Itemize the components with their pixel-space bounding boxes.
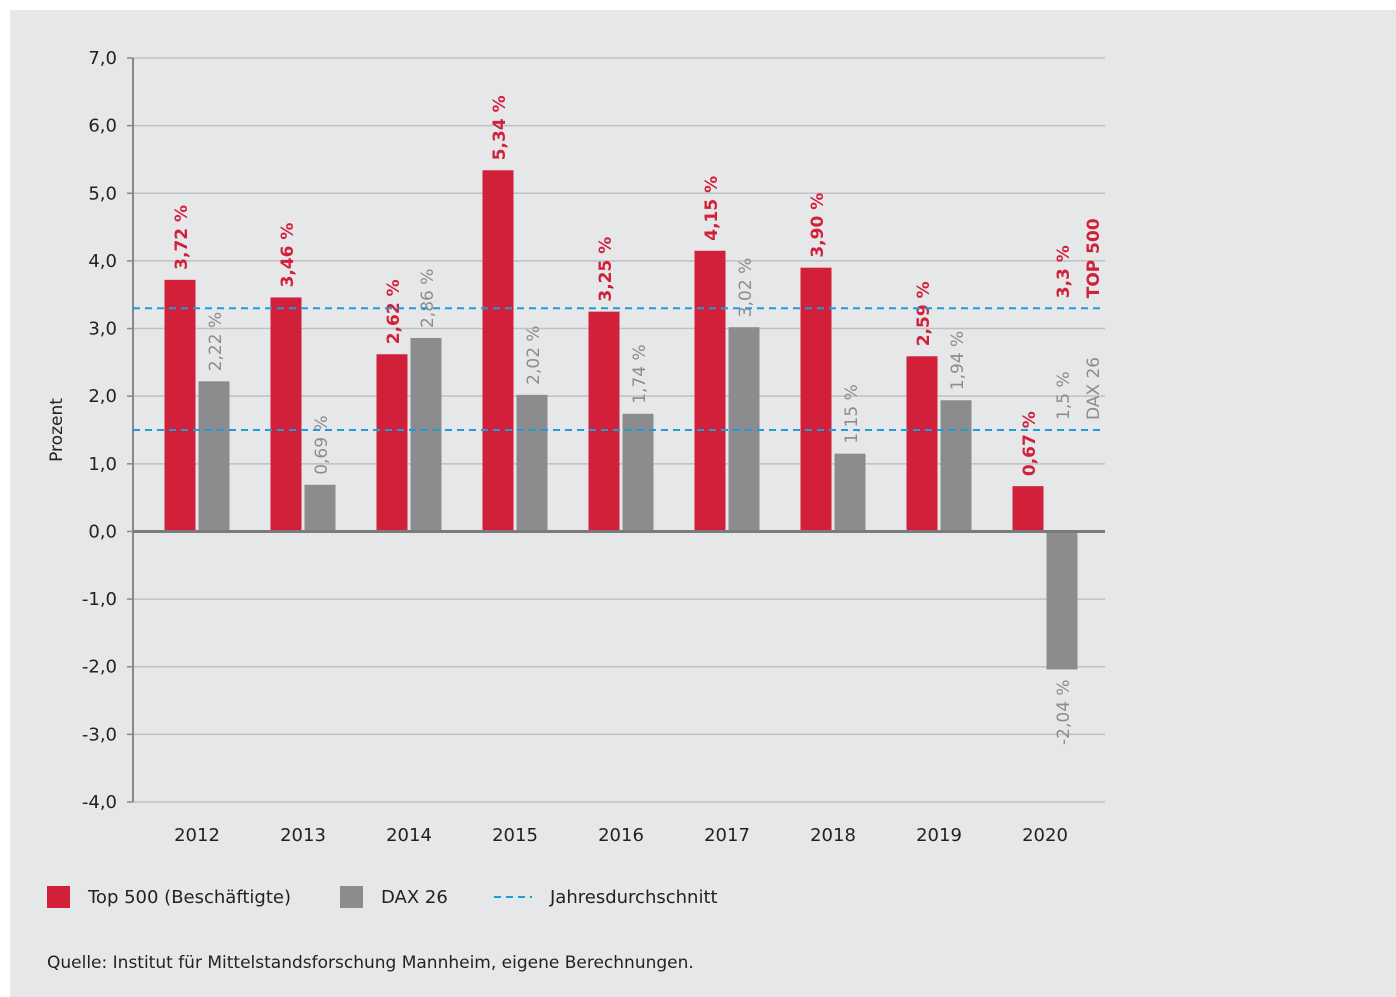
bar (800, 267, 832, 532)
data-label: 3,72 % (172, 205, 192, 270)
data-label: 3,02 % (736, 258, 756, 317)
y-tick-label: 7,0 (88, 48, 117, 69)
bar (906, 356, 938, 532)
bar (588, 311, 620, 532)
data-label: 1,94 % (948, 331, 968, 390)
y-tick-label: 4,0 (88, 251, 117, 272)
bar (164, 279, 196, 532)
x-tick-label: 2015 (492, 825, 538, 846)
x-tick-label: 2013 (280, 825, 326, 846)
bar (622, 413, 654, 532)
y-tick-label: -1,0 (82, 589, 117, 610)
source: Quelle: Institut für Mittelstandsforschu… (47, 953, 694, 973)
reference-label: 3,3 % (1054, 245, 1074, 298)
legend-label: Top 500 (Beschäftigte) (87, 887, 291, 908)
y-tick-label: 1,0 (88, 454, 117, 475)
reference-label: DAX 26 (1084, 357, 1104, 420)
x-tick-label: 2018 (810, 825, 856, 846)
bar (482, 170, 514, 532)
data-label: 5,34 % (490, 95, 510, 160)
y-tick-label: 6,0 (88, 116, 117, 137)
data-label: 2,02 % (524, 325, 544, 384)
bar (1046, 531, 1078, 670)
bar (376, 354, 408, 532)
data-label: 3,46 % (278, 223, 298, 288)
y-tick-label: 0,0 (88, 521, 117, 542)
data-label: 1,15 % (842, 384, 862, 443)
y-tick-label: -2,0 (82, 657, 117, 678)
bar (270, 297, 302, 532)
bar (516, 394, 548, 532)
reference-label: 1,5 % (1054, 371, 1074, 420)
data-label: 0,67 % (1020, 411, 1040, 476)
x-tick-label: 2012 (174, 825, 220, 846)
data-label: 2,86 % (418, 269, 438, 328)
data-label: 3,25 % (596, 237, 616, 302)
legend-label: Jahresdurchschnitt (549, 887, 718, 908)
y-tick-label: 3,0 (88, 319, 117, 340)
data-label: 0,69 % (312, 415, 332, 474)
bar (304, 484, 336, 532)
bar (694, 250, 726, 532)
data-label: 2,59 % (914, 281, 934, 346)
x-tick-label: 2020 (1022, 825, 1068, 846)
legend-swatch (47, 886, 70, 908)
y-tick-label: -3,0 (82, 724, 117, 745)
bar (940, 400, 972, 532)
data-label: 2,62 % (384, 279, 404, 344)
y-tick-label: 2,0 (88, 386, 117, 407)
data-label: -2,04 % (1054, 679, 1074, 745)
bar (834, 453, 866, 532)
data-label: 2,22 % (206, 312, 226, 371)
bar (410, 338, 442, 532)
reference-label: TOP 500 (1084, 218, 1104, 298)
y-axis-label: Prozent (47, 398, 67, 462)
data-label: 3,90 % (808, 193, 828, 258)
x-tick-label: 2019 (916, 825, 962, 846)
bar (1012, 486, 1044, 532)
x-tick-label: 2016 (598, 825, 644, 846)
legend-label: DAX 26 (381, 887, 448, 908)
y-tick-label: 5,0 (88, 183, 117, 204)
data-label: 1,74 % (630, 344, 650, 403)
bar (198, 381, 230, 532)
data-label: 4,15 % (702, 176, 722, 241)
x-tick-label: 2014 (386, 825, 432, 846)
legend-swatch (340, 886, 363, 908)
y-tick-label: -4,0 (82, 792, 117, 813)
x-tick-label: 2017 (704, 825, 750, 846)
